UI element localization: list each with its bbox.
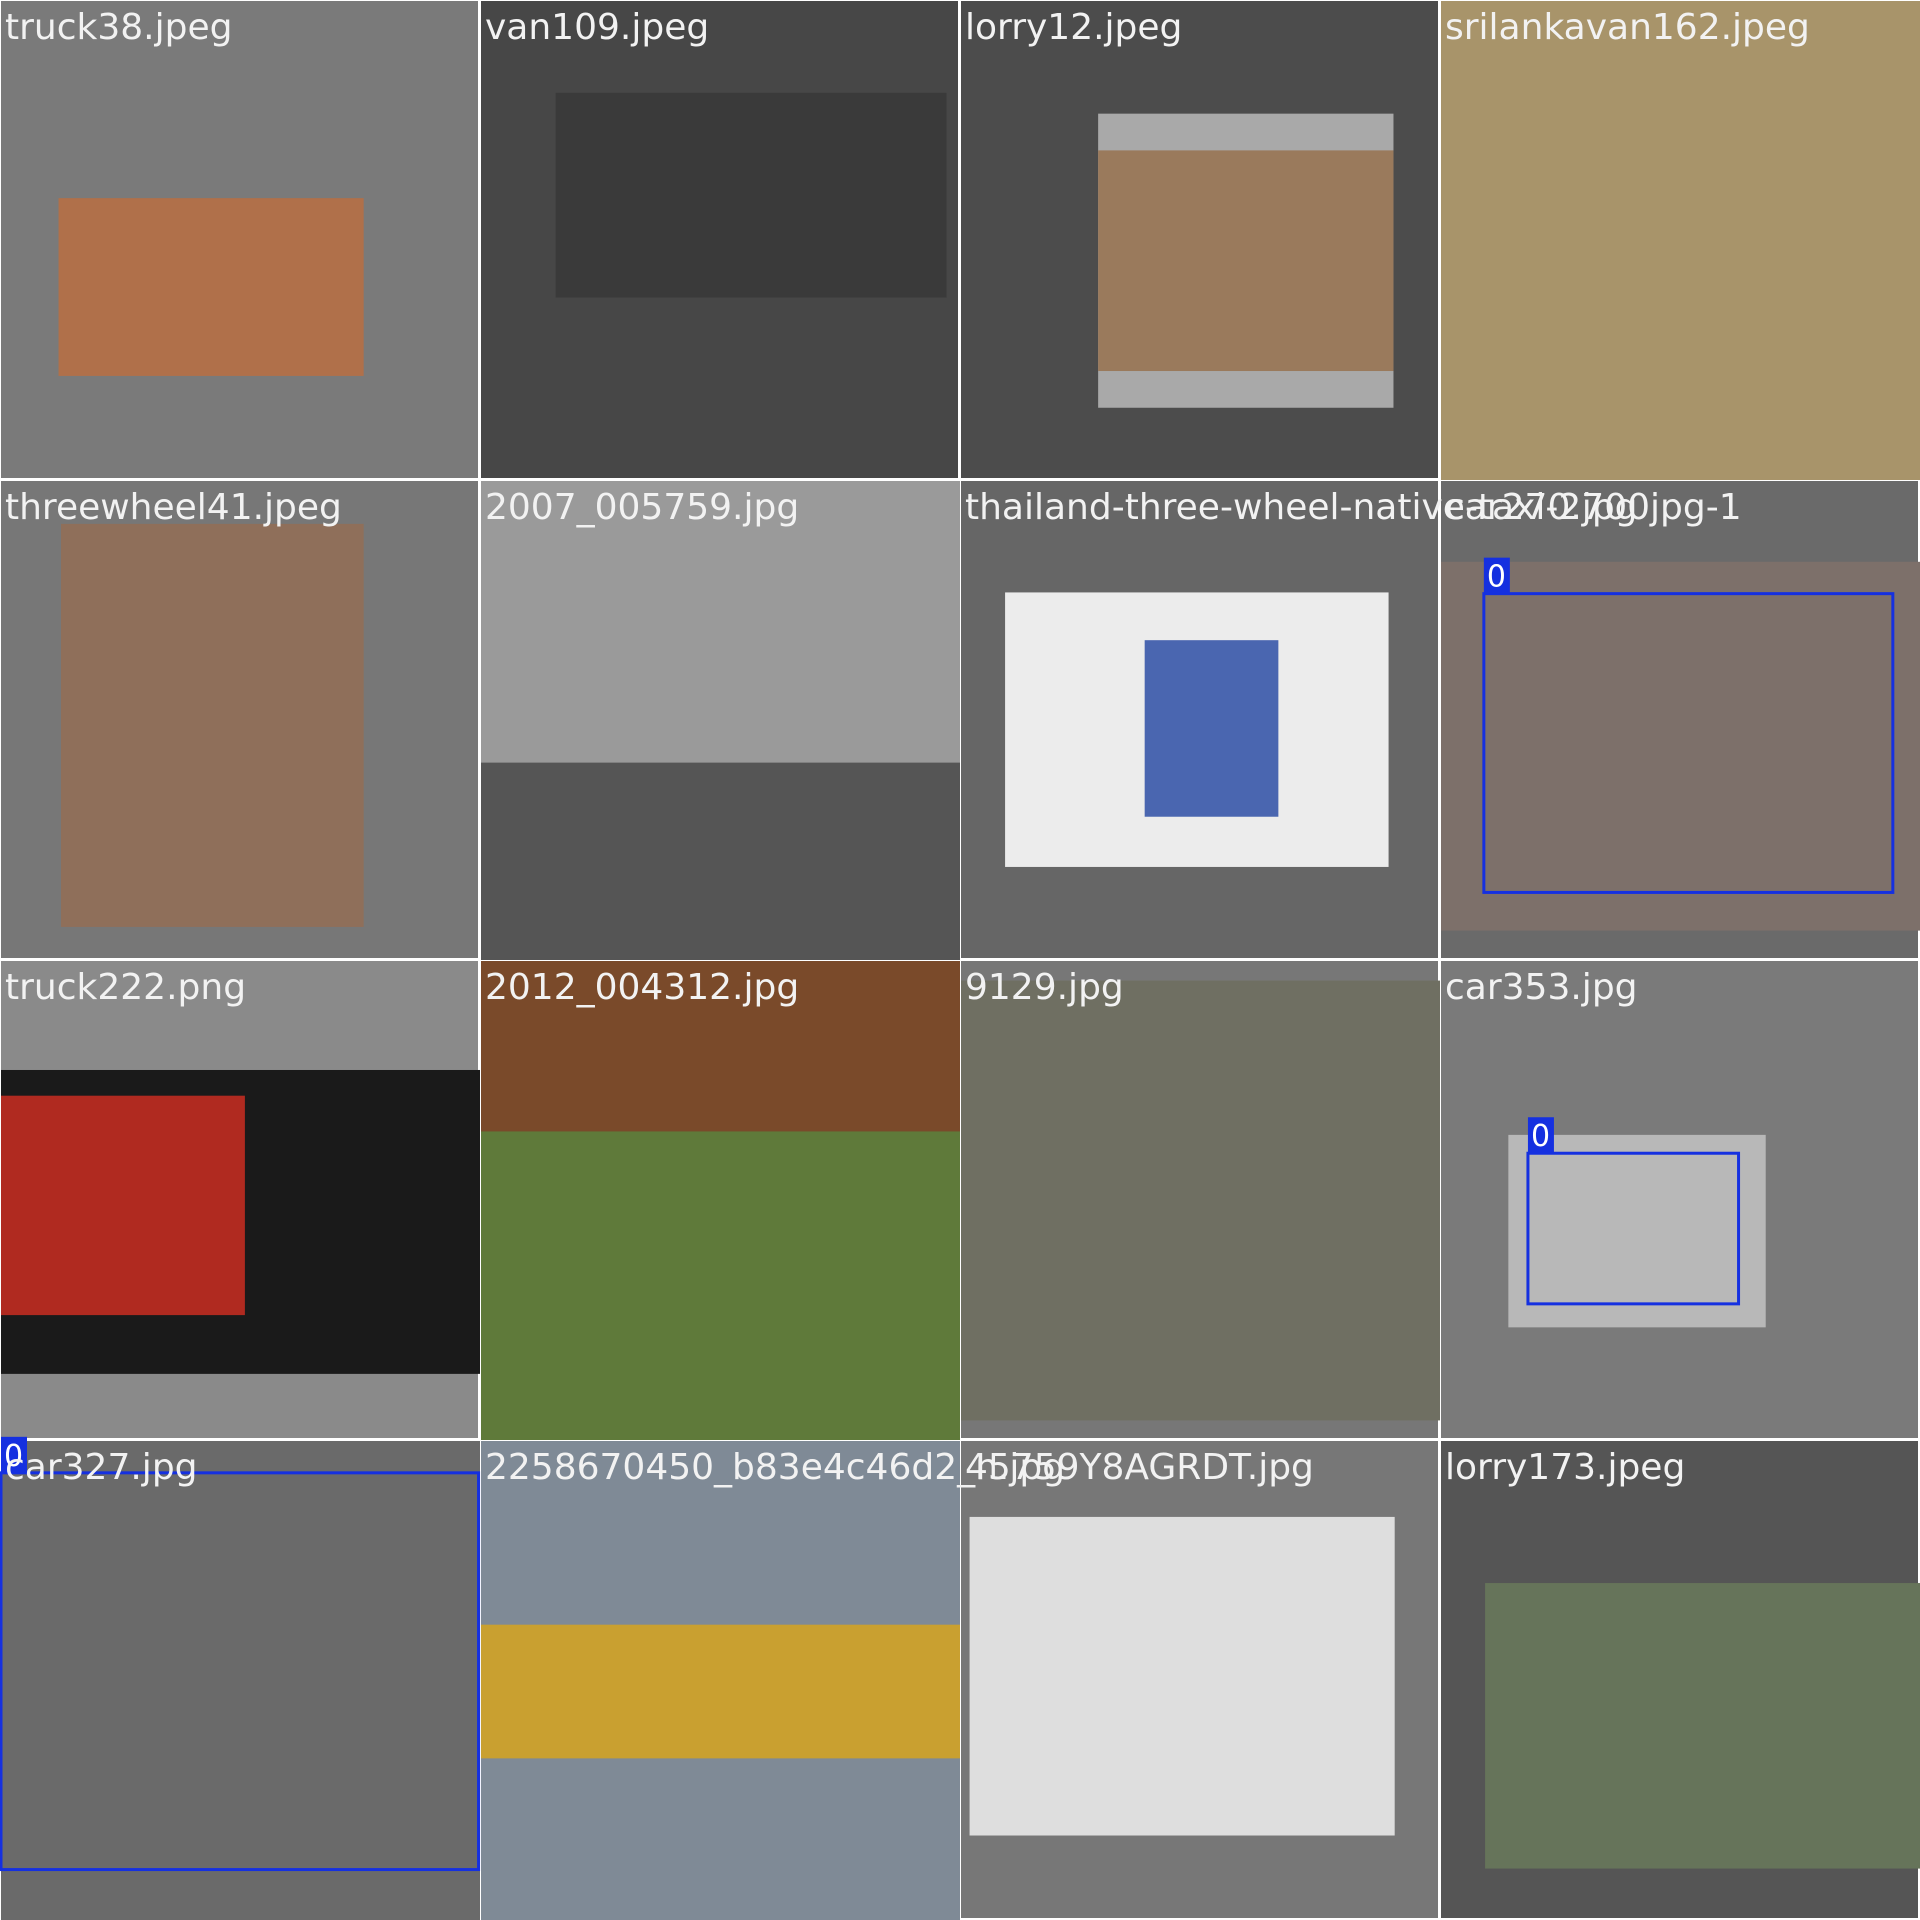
- photo: [1441, 561, 1920, 931]
- tile: [1441, 1, 1920, 480]
- photo: [1508, 1134, 1766, 1328]
- photo: [555, 92, 947, 298]
- photo: [61, 523, 364, 927]
- filename: car270.jpg: [1445, 487, 1638, 528]
- tile: [961, 961, 1440, 1438]
- tile: [961, 1, 1438, 478]
- tile: [481, 961, 960, 1440]
- box-label-bg: [1527, 1117, 1554, 1154]
- filename: 2007_005759.jpg: [485, 487, 799, 528]
- photo-detail: [1144, 640, 1279, 817]
- photo-detail: [481, 961, 960, 1132]
- filename: 2258670450_b83e4c46d2_n.jpg: [485, 1447, 1065, 1488]
- box-label: 0: [4, 1439, 23, 1474]
- box-label-bg: [1483, 557, 1510, 594]
- photo: [58, 198, 364, 376]
- tile: [1441, 1441, 1920, 1918]
- filename: 45759Y8AGRDT.jpg: [965, 1447, 1314, 1488]
- photo: [961, 980, 1440, 1421]
- tile: [481, 481, 960, 960]
- tile: [481, 1, 958, 478]
- bounding-box: [1482, 592, 1895, 894]
- tile: 0: [1441, 961, 1918, 1438]
- bounding-box: [1526, 1151, 1741, 1306]
- filename: threewheel41.jpeg: [5, 487, 342, 528]
- box-label: 0: [1487, 560, 1506, 595]
- filename: car353.jpg: [1445, 967, 1638, 1008]
- tile: 0: [1441, 481, 1920, 958]
- photo: [969, 1516, 1395, 1836]
- photo: [1485, 1583, 1920, 1869]
- filename: lorry12.jpeg: [965, 7, 1182, 48]
- filename: truck222.png: [5, 967, 246, 1008]
- photo-detail: [1098, 150, 1394, 372]
- filename: 2012_004312.jpg: [485, 967, 799, 1008]
- tile: [1, 481, 478, 958]
- tile: [481, 1441, 960, 1920]
- filename: srilankavan162.jpeg: [1445, 7, 1810, 48]
- filename: truck38.jpeg: [5, 7, 232, 48]
- box-label-bg: [1, 1436, 27, 1473]
- filename: thailand-three-wheel-native-taxi-2700jpg…: [965, 487, 1742, 528]
- photo: [1, 1441, 480, 1920]
- bounding-box: [0, 1471, 481, 1872]
- filename: van109.jpeg: [485, 7, 709, 48]
- photo: [1441, 1, 1920, 480]
- photo-detail: [1, 1095, 245, 1316]
- tile: [1, 961, 480, 1438]
- tile: [1, 1, 478, 478]
- filename: lorry173.jpeg: [1445, 1447, 1685, 1488]
- tile: [961, 481, 1438, 958]
- tile: [961, 1441, 1438, 1918]
- tile: 0: [0, 1436, 481, 1920]
- photo-detail: [481, 1624, 960, 1759]
- filename: 9129.jpg: [965, 967, 1124, 1008]
- box-label: 0: [1531, 1119, 1550, 1154]
- photo-detail: [481, 762, 960, 960]
- filename: car327.jpg: [5, 1447, 198, 1488]
